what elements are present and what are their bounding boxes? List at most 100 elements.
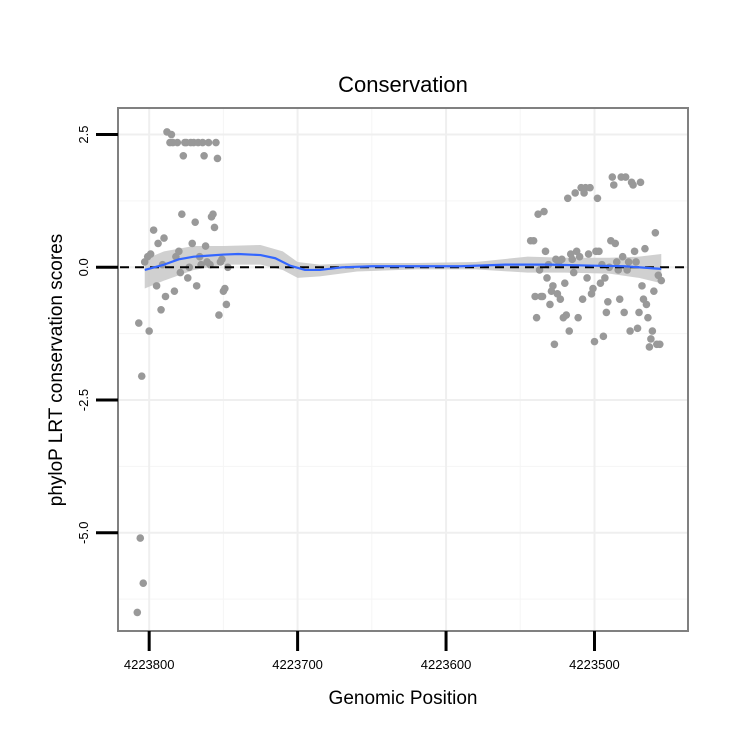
data-point xyxy=(604,298,612,306)
data-point xyxy=(160,234,168,242)
data-point xyxy=(167,130,176,139)
data-point xyxy=(626,327,634,335)
data-point xyxy=(651,228,660,237)
data-point xyxy=(568,255,577,264)
data-point xyxy=(611,239,620,248)
data-point xyxy=(133,608,142,617)
x-tick-label: 4223700 xyxy=(272,657,323,672)
panel-background xyxy=(118,108,688,631)
smooth-line-layer xyxy=(144,252,662,272)
y-tick-label: -2.5 xyxy=(76,389,91,411)
data-point xyxy=(540,207,548,216)
data-point xyxy=(650,287,658,295)
data-point xyxy=(185,263,194,272)
data-point xyxy=(222,300,231,309)
data-point xyxy=(201,242,210,250)
data-point xyxy=(583,274,591,282)
data-point xyxy=(218,255,226,264)
data-point xyxy=(635,308,643,317)
data-point xyxy=(595,247,603,256)
data-point xyxy=(529,236,538,245)
data-point xyxy=(170,287,179,295)
data-point xyxy=(648,327,657,335)
data-point xyxy=(178,210,186,218)
data-point xyxy=(647,335,655,343)
data-point xyxy=(612,258,621,266)
x-axis: 4223800 4223700 4223600 4223500 xyxy=(124,631,620,672)
data-point xyxy=(569,268,578,277)
data-point xyxy=(609,181,618,189)
x-tick-label: 4223800 xyxy=(124,657,175,672)
data-point xyxy=(586,183,594,192)
data-point xyxy=(556,295,565,303)
data-point xyxy=(571,189,579,197)
x-tick-label: 4223600 xyxy=(421,657,472,672)
data-point xyxy=(154,239,162,248)
x-tick-label: 4223500 xyxy=(569,657,620,672)
data-point xyxy=(209,210,217,218)
data-point xyxy=(618,252,627,261)
data-point xyxy=(532,313,541,322)
data-point xyxy=(146,250,155,258)
data-point xyxy=(546,300,554,309)
data-point xyxy=(161,292,170,301)
data-point xyxy=(624,258,633,266)
y-axis-label: phyloP LRT conservation scores xyxy=(46,234,67,507)
y-tick-label: 2.5 xyxy=(76,126,91,144)
data-point xyxy=(620,308,628,317)
data-point xyxy=(134,319,143,327)
smooth-line xyxy=(144,252,662,272)
data-point xyxy=(543,274,551,282)
data-point xyxy=(575,252,584,261)
data-point xyxy=(204,138,213,147)
y-tick-label: 0.0 xyxy=(76,258,91,276)
data-point xyxy=(221,284,229,293)
data-point xyxy=(175,247,183,256)
data-point xyxy=(562,311,571,319)
data-point xyxy=(210,223,219,232)
data-point xyxy=(655,340,664,349)
y-axis: 2.5 0.0 -2.5 -5.0 xyxy=(76,126,118,544)
data-point xyxy=(149,226,158,234)
data-point xyxy=(596,279,605,288)
data-point xyxy=(645,343,654,351)
y-tick-label: -5.0 xyxy=(76,522,91,544)
data-point xyxy=(200,151,208,160)
data-point xyxy=(621,173,630,181)
data-point xyxy=(213,154,222,163)
data-point xyxy=(601,274,609,282)
data-point xyxy=(549,282,557,290)
data-point xyxy=(615,295,624,303)
data-point xyxy=(602,308,611,317)
data-point xyxy=(638,282,646,290)
data-point xyxy=(578,295,587,303)
data-point xyxy=(179,151,188,160)
data-point xyxy=(139,579,148,588)
data-point xyxy=(550,340,559,349)
data-point xyxy=(589,284,597,293)
data-point xyxy=(137,372,146,380)
data-point xyxy=(534,210,542,218)
data-point xyxy=(632,258,640,266)
data-point xyxy=(188,239,197,248)
data-point xyxy=(157,305,165,314)
data-point xyxy=(574,313,582,322)
data-point xyxy=(630,247,639,256)
data-point xyxy=(558,255,566,264)
data-point xyxy=(145,327,153,335)
data-point xyxy=(183,274,192,282)
data-point xyxy=(565,327,574,335)
data-point xyxy=(215,311,223,319)
data-point xyxy=(563,194,572,203)
data-point xyxy=(608,173,617,181)
data-point xyxy=(590,337,599,346)
data-point xyxy=(599,332,608,341)
data-point xyxy=(538,292,547,301)
data-point xyxy=(191,218,199,226)
points-layer xyxy=(133,128,666,617)
data-point xyxy=(623,266,631,274)
data-point xyxy=(212,138,220,147)
gridlines xyxy=(118,108,688,631)
data-point xyxy=(629,181,637,189)
